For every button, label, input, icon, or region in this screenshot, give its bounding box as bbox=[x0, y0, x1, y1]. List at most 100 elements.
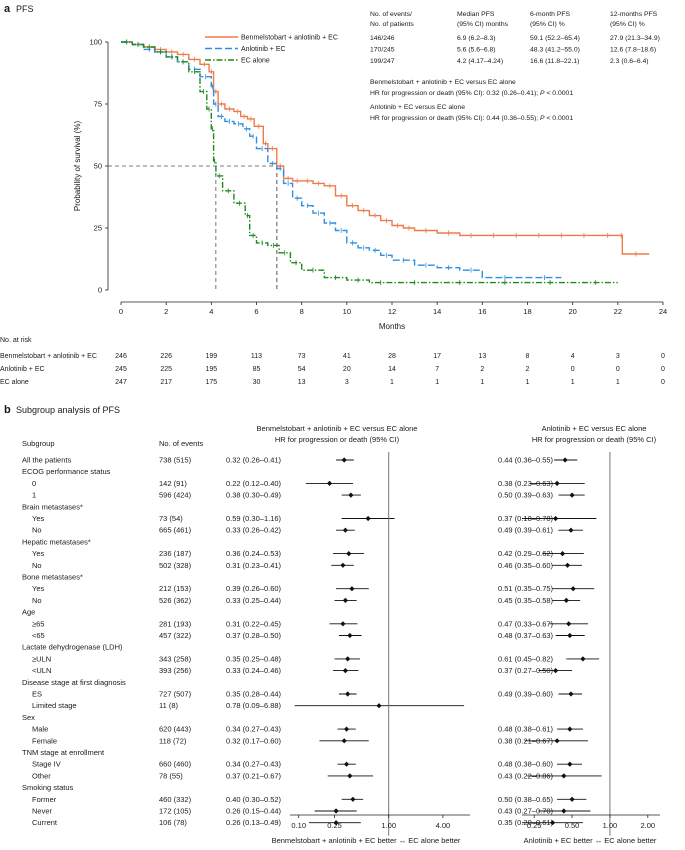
forest-right-hr-text: 0.48 (0.38–0.61) bbox=[498, 725, 554, 734]
forest-left-hr-text: 0.40 (0.30–0.52) bbox=[226, 795, 282, 804]
forest-left-hr-text: 0.37 (0.21–0.67) bbox=[226, 771, 282, 780]
forest-right-point bbox=[549, 820, 556, 826]
forest-left-point bbox=[333, 820, 339, 826]
forest-row-label: No bbox=[32, 561, 42, 570]
forest-right-hr-text: 0.49 (0.39–0.60) bbox=[498, 690, 554, 699]
risk-value: 30 bbox=[253, 379, 261, 386]
forest-left-tick-label: 4.00 bbox=[436, 821, 451, 830]
forest-left-hr-text: 0.31 (0.23–0.41) bbox=[226, 561, 282, 570]
forest-left-point bbox=[340, 562, 346, 568]
forest-left-header-2: HR for progression or death (95% CI) bbox=[275, 435, 400, 444]
risk-value: 7 bbox=[435, 366, 439, 373]
forest-right-hr-text: 0.61 (0.45–0.82) bbox=[498, 654, 554, 663]
forest-row: Other 78 (55) 0.37 (0.21–0.67) 0.43 (0.22–0… bbox=[32, 771, 602, 780]
forest-row-label: Yes bbox=[32, 514, 44, 523]
hr1-prefix: HR for progression or death (95% CI): 0.… bbox=[370, 90, 540, 97]
forest-row-label: Brain metastases* bbox=[22, 502, 83, 511]
forest-row-label: <65 bbox=[32, 631, 45, 640]
forest-row: Male 620 (443) 0.34 (0.27–0.43) 0.48 (0.38–… bbox=[32, 725, 583, 734]
forest-right-tick-label: 0.25 bbox=[527, 821, 542, 830]
km-series-2 bbox=[121, 39, 562, 281]
risk-value: 113 bbox=[251, 353, 262, 360]
forest-row-label: No bbox=[32, 526, 42, 535]
forest-row-label: No bbox=[32, 596, 42, 605]
forest-right-point bbox=[554, 738, 560, 744]
forest-right-point bbox=[566, 621, 572, 627]
km-curves bbox=[121, 39, 650, 286]
forest-row-label: ≥65 bbox=[32, 619, 44, 628]
stats-cell: 12.6 (7.8–18.6) bbox=[610, 47, 656, 54]
forest-left-point bbox=[365, 515, 371, 522]
risk-value: 14 bbox=[388, 366, 396, 373]
forest-group-header: Age bbox=[22, 608, 35, 617]
risk-table: No. at risk Benmelstobart + anlotinib + … bbox=[0, 337, 665, 386]
km-x-tick-label: 6 bbox=[254, 307, 258, 316]
km-x-tick-label: 18 bbox=[523, 307, 531, 316]
risk-value: 247 bbox=[115, 379, 127, 386]
km-y-tick-label: 0 bbox=[98, 286, 102, 295]
stats-table: No. of events/No. of patients Median PFS (… bbox=[370, 11, 660, 65]
forest-row: Yes 236 (187) 0.36 (0.24–0.53) 0.42 (0.29–0… bbox=[32, 549, 584, 558]
forest-right-footer: Anlotinib + EC better ↔ EC alone better bbox=[524, 836, 657, 845]
stats-cell: 59.1 (52.2–65.4) bbox=[530, 35, 580, 42]
risk-value: 54 bbox=[298, 366, 306, 373]
forest-row: Yes 73 (54) 0.59 (0.30–1.16) 0.37 (0.18–0.7… bbox=[32, 514, 597, 523]
km-x-tick-label: 14 bbox=[433, 307, 441, 316]
stats-cell: 2.3 (0.6–6.4) bbox=[610, 58, 649, 65]
forest-right-hr-text: 0.44 (0.36–0.55) bbox=[498, 456, 554, 465]
forest-right-point bbox=[563, 597, 569, 603]
forest-left-point bbox=[342, 597, 348, 603]
stats-header: 12-months PFS bbox=[610, 11, 658, 18]
risk-value: 2 bbox=[480, 366, 484, 373]
km-x-tick-label: 4 bbox=[209, 307, 213, 316]
forest-events: 142 (91) bbox=[159, 479, 187, 488]
forest-left-hr-text: 0.35 (0.25–0.48) bbox=[226, 654, 282, 663]
risk-row-label: Benmelstobart + anlotinib + EC bbox=[0, 353, 97, 360]
forest-row-label: Stage IV bbox=[32, 760, 61, 769]
forest-row: Former 460 (332) 0.40 (0.30–0.52) 0.50 (0.3… bbox=[32, 795, 587, 804]
risk-value: 199 bbox=[205, 353, 217, 360]
stats-header: (95% CI) % bbox=[530, 21, 565, 28]
forest-events: 393 (256) bbox=[159, 666, 192, 675]
forest-row-label: Smoking status bbox=[22, 783, 74, 792]
hr1-suffix: < 0.0001 bbox=[545, 90, 574, 97]
forest-left-hr-text: 0.78 (0.09–6.88) bbox=[226, 701, 282, 710]
forest-group-header: Lactate dehydrogenase (LDH) bbox=[22, 643, 123, 652]
km-y-tick-label: 50 bbox=[94, 162, 102, 171]
forest-row-label: Yes bbox=[32, 584, 44, 593]
forest-left-footer: Benmelstobart + anlotinib + EC better ↔ … bbox=[272, 836, 461, 845]
risk-value: 41 bbox=[343, 353, 351, 360]
forest-left-point bbox=[345, 691, 351, 697]
forest-events: 460 (332) bbox=[159, 795, 192, 804]
forest-right-hr-text: 0.47 (0.33–0.67) bbox=[498, 619, 554, 628]
km-median-guides bbox=[108, 165, 278, 290]
forest-row: Yes 212 (153) 0.39 (0.26–0.60) 0.51 (0.35–0… bbox=[32, 584, 595, 593]
hr2-p: P bbox=[540, 115, 545, 122]
legend-label: Benmelstobart + anlotinib + EC bbox=[241, 35, 338, 42]
km-y-tick-label: 25 bbox=[94, 224, 102, 233]
risk-value: 0 bbox=[661, 353, 665, 360]
forest-row-label: Current bbox=[32, 818, 58, 827]
forest-row: Stage IV 660 (460) 0.34 (0.27–0.43) 0.48 (0… bbox=[32, 760, 583, 769]
km-legend: Benmelstobart + anlotinib + EC Anlotinib … bbox=[205, 35, 338, 65]
forest-group-header: Smoking status bbox=[22, 783, 74, 792]
hr2-title: Anlotinib + EC versus EC alone bbox=[370, 104, 465, 111]
forest-group-header: Disease stage at first diagnosis bbox=[22, 678, 126, 687]
stats-header: No. of events/ bbox=[370, 11, 412, 18]
risk-value: 195 bbox=[205, 366, 217, 373]
risk-value: 217 bbox=[160, 379, 172, 386]
forest-events: 526 (362) bbox=[159, 596, 192, 605]
forest-left-hr-text: 0.35 (0.28–0.44) bbox=[226, 690, 282, 699]
forest-right-point bbox=[568, 527, 574, 533]
forest-row: <65 457 (322) 0.37 (0.28–0.50) 0.48 (0.37–0… bbox=[32, 631, 585, 640]
risk-value: 20 bbox=[343, 366, 351, 373]
forest-right-hr-text: 0.38 (0.23–0.63) bbox=[498, 479, 554, 488]
forest-right-point bbox=[567, 761, 573, 767]
risk-value: 1 bbox=[526, 379, 530, 386]
forest-left-point bbox=[340, 621, 346, 627]
forest-row-label: Former bbox=[32, 795, 57, 804]
risk-value: 0 bbox=[571, 366, 575, 373]
forest-row: 0 142 (91) 0.22 (0.12–0.40) 0.38 (0.23–0.63… bbox=[32, 479, 585, 488]
